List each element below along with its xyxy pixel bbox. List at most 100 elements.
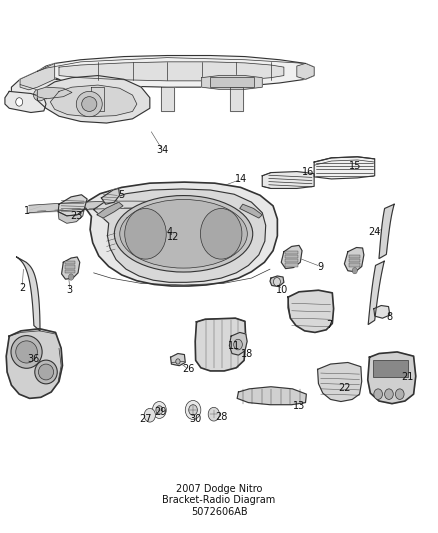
- Polygon shape: [368, 261, 384, 325]
- Text: 30: 30: [189, 415, 201, 424]
- Polygon shape: [170, 353, 185, 366]
- Text: 3: 3: [67, 285, 73, 295]
- Polygon shape: [62, 257, 80, 279]
- Ellipse shape: [16, 341, 37, 363]
- Bar: [66, 270, 75, 273]
- Polygon shape: [83, 182, 277, 286]
- Bar: [285, 251, 298, 254]
- Polygon shape: [58, 195, 87, 216]
- Circle shape: [152, 401, 166, 418]
- Text: 29: 29: [155, 407, 167, 417]
- Text: 18: 18: [241, 349, 253, 359]
- Polygon shape: [344, 247, 364, 272]
- Polygon shape: [50, 85, 137, 117]
- Ellipse shape: [39, 364, 53, 380]
- Text: 24: 24: [368, 227, 381, 237]
- Bar: [349, 255, 360, 258]
- Bar: [285, 259, 298, 262]
- Text: 2: 2: [19, 282, 25, 293]
- Circle shape: [201, 208, 242, 259]
- Ellipse shape: [35, 360, 57, 384]
- Polygon shape: [288, 290, 334, 333]
- Polygon shape: [37, 76, 150, 123]
- Circle shape: [385, 389, 393, 399]
- Polygon shape: [101, 189, 120, 204]
- Bar: [66, 265, 75, 269]
- Polygon shape: [318, 362, 362, 401]
- Polygon shape: [237, 387, 306, 405]
- Polygon shape: [262, 172, 314, 189]
- Polygon shape: [161, 87, 173, 111]
- Text: 16: 16: [301, 166, 314, 176]
- Polygon shape: [368, 352, 416, 403]
- Circle shape: [273, 278, 280, 286]
- Text: 34: 34: [157, 146, 169, 156]
- Polygon shape: [92, 87, 104, 111]
- Text: 26: 26: [183, 365, 195, 374]
- Text: 8: 8: [387, 312, 393, 321]
- Ellipse shape: [76, 91, 102, 117]
- Polygon shape: [281, 245, 302, 269]
- Polygon shape: [143, 218, 165, 233]
- Bar: [372, 360, 408, 377]
- Circle shape: [396, 389, 404, 399]
- Circle shape: [156, 406, 163, 414]
- Polygon shape: [58, 209, 84, 223]
- Circle shape: [68, 274, 74, 280]
- Polygon shape: [37, 87, 72, 99]
- Polygon shape: [17, 257, 40, 331]
- Bar: [285, 263, 298, 266]
- Polygon shape: [97, 202, 123, 218]
- Text: 10: 10: [276, 285, 288, 295]
- Polygon shape: [314, 157, 374, 179]
- Circle shape: [185, 400, 201, 419]
- Text: 1: 1: [24, 206, 30, 216]
- Polygon shape: [374, 305, 390, 318]
- Polygon shape: [297, 63, 314, 79]
- Ellipse shape: [120, 199, 247, 268]
- Text: 22: 22: [338, 383, 351, 393]
- Polygon shape: [20, 63, 55, 90]
- Circle shape: [125, 208, 166, 259]
- Bar: [349, 263, 360, 266]
- Polygon shape: [202, 76, 262, 90]
- Text: 23: 23: [70, 212, 82, 221]
- Polygon shape: [127, 214, 143, 225]
- Text: 2007 Dodge Nitro
Bracket-Radio Diagram
5072606AB: 2007 Dodge Nitro Bracket-Radio Diagram 5…: [162, 484, 276, 517]
- Text: 36: 36: [27, 354, 39, 364]
- Polygon shape: [270, 276, 284, 287]
- Polygon shape: [5, 91, 46, 112]
- Text: 9: 9: [318, 262, 324, 271]
- Text: 28: 28: [215, 412, 227, 422]
- Text: 21: 21: [401, 372, 413, 382]
- Text: 5: 5: [119, 190, 125, 200]
- Polygon shape: [37, 55, 314, 87]
- Polygon shape: [230, 87, 243, 111]
- Polygon shape: [11, 71, 72, 108]
- Polygon shape: [144, 233, 167, 253]
- Circle shape: [144, 408, 155, 422]
- Circle shape: [352, 268, 357, 274]
- Text: 7: 7: [326, 319, 332, 329]
- Circle shape: [189, 405, 198, 415]
- Text: 27: 27: [139, 415, 152, 424]
- Bar: [210, 77, 254, 87]
- Ellipse shape: [114, 196, 253, 272]
- Circle shape: [208, 407, 219, 421]
- Polygon shape: [6, 329, 63, 398]
- Polygon shape: [240, 204, 262, 218]
- Polygon shape: [94, 189, 266, 282]
- Text: 13: 13: [293, 401, 305, 411]
- Bar: [349, 259, 360, 262]
- Text: 15: 15: [349, 161, 361, 171]
- Ellipse shape: [146, 232, 165, 240]
- Bar: [66, 261, 75, 264]
- Bar: [285, 255, 298, 258]
- Circle shape: [374, 389, 382, 399]
- Polygon shape: [230, 333, 247, 355]
- Circle shape: [176, 359, 180, 364]
- Polygon shape: [195, 318, 246, 371]
- Text: 14: 14: [234, 174, 247, 184]
- Polygon shape: [379, 204, 394, 259]
- Ellipse shape: [33, 90, 46, 101]
